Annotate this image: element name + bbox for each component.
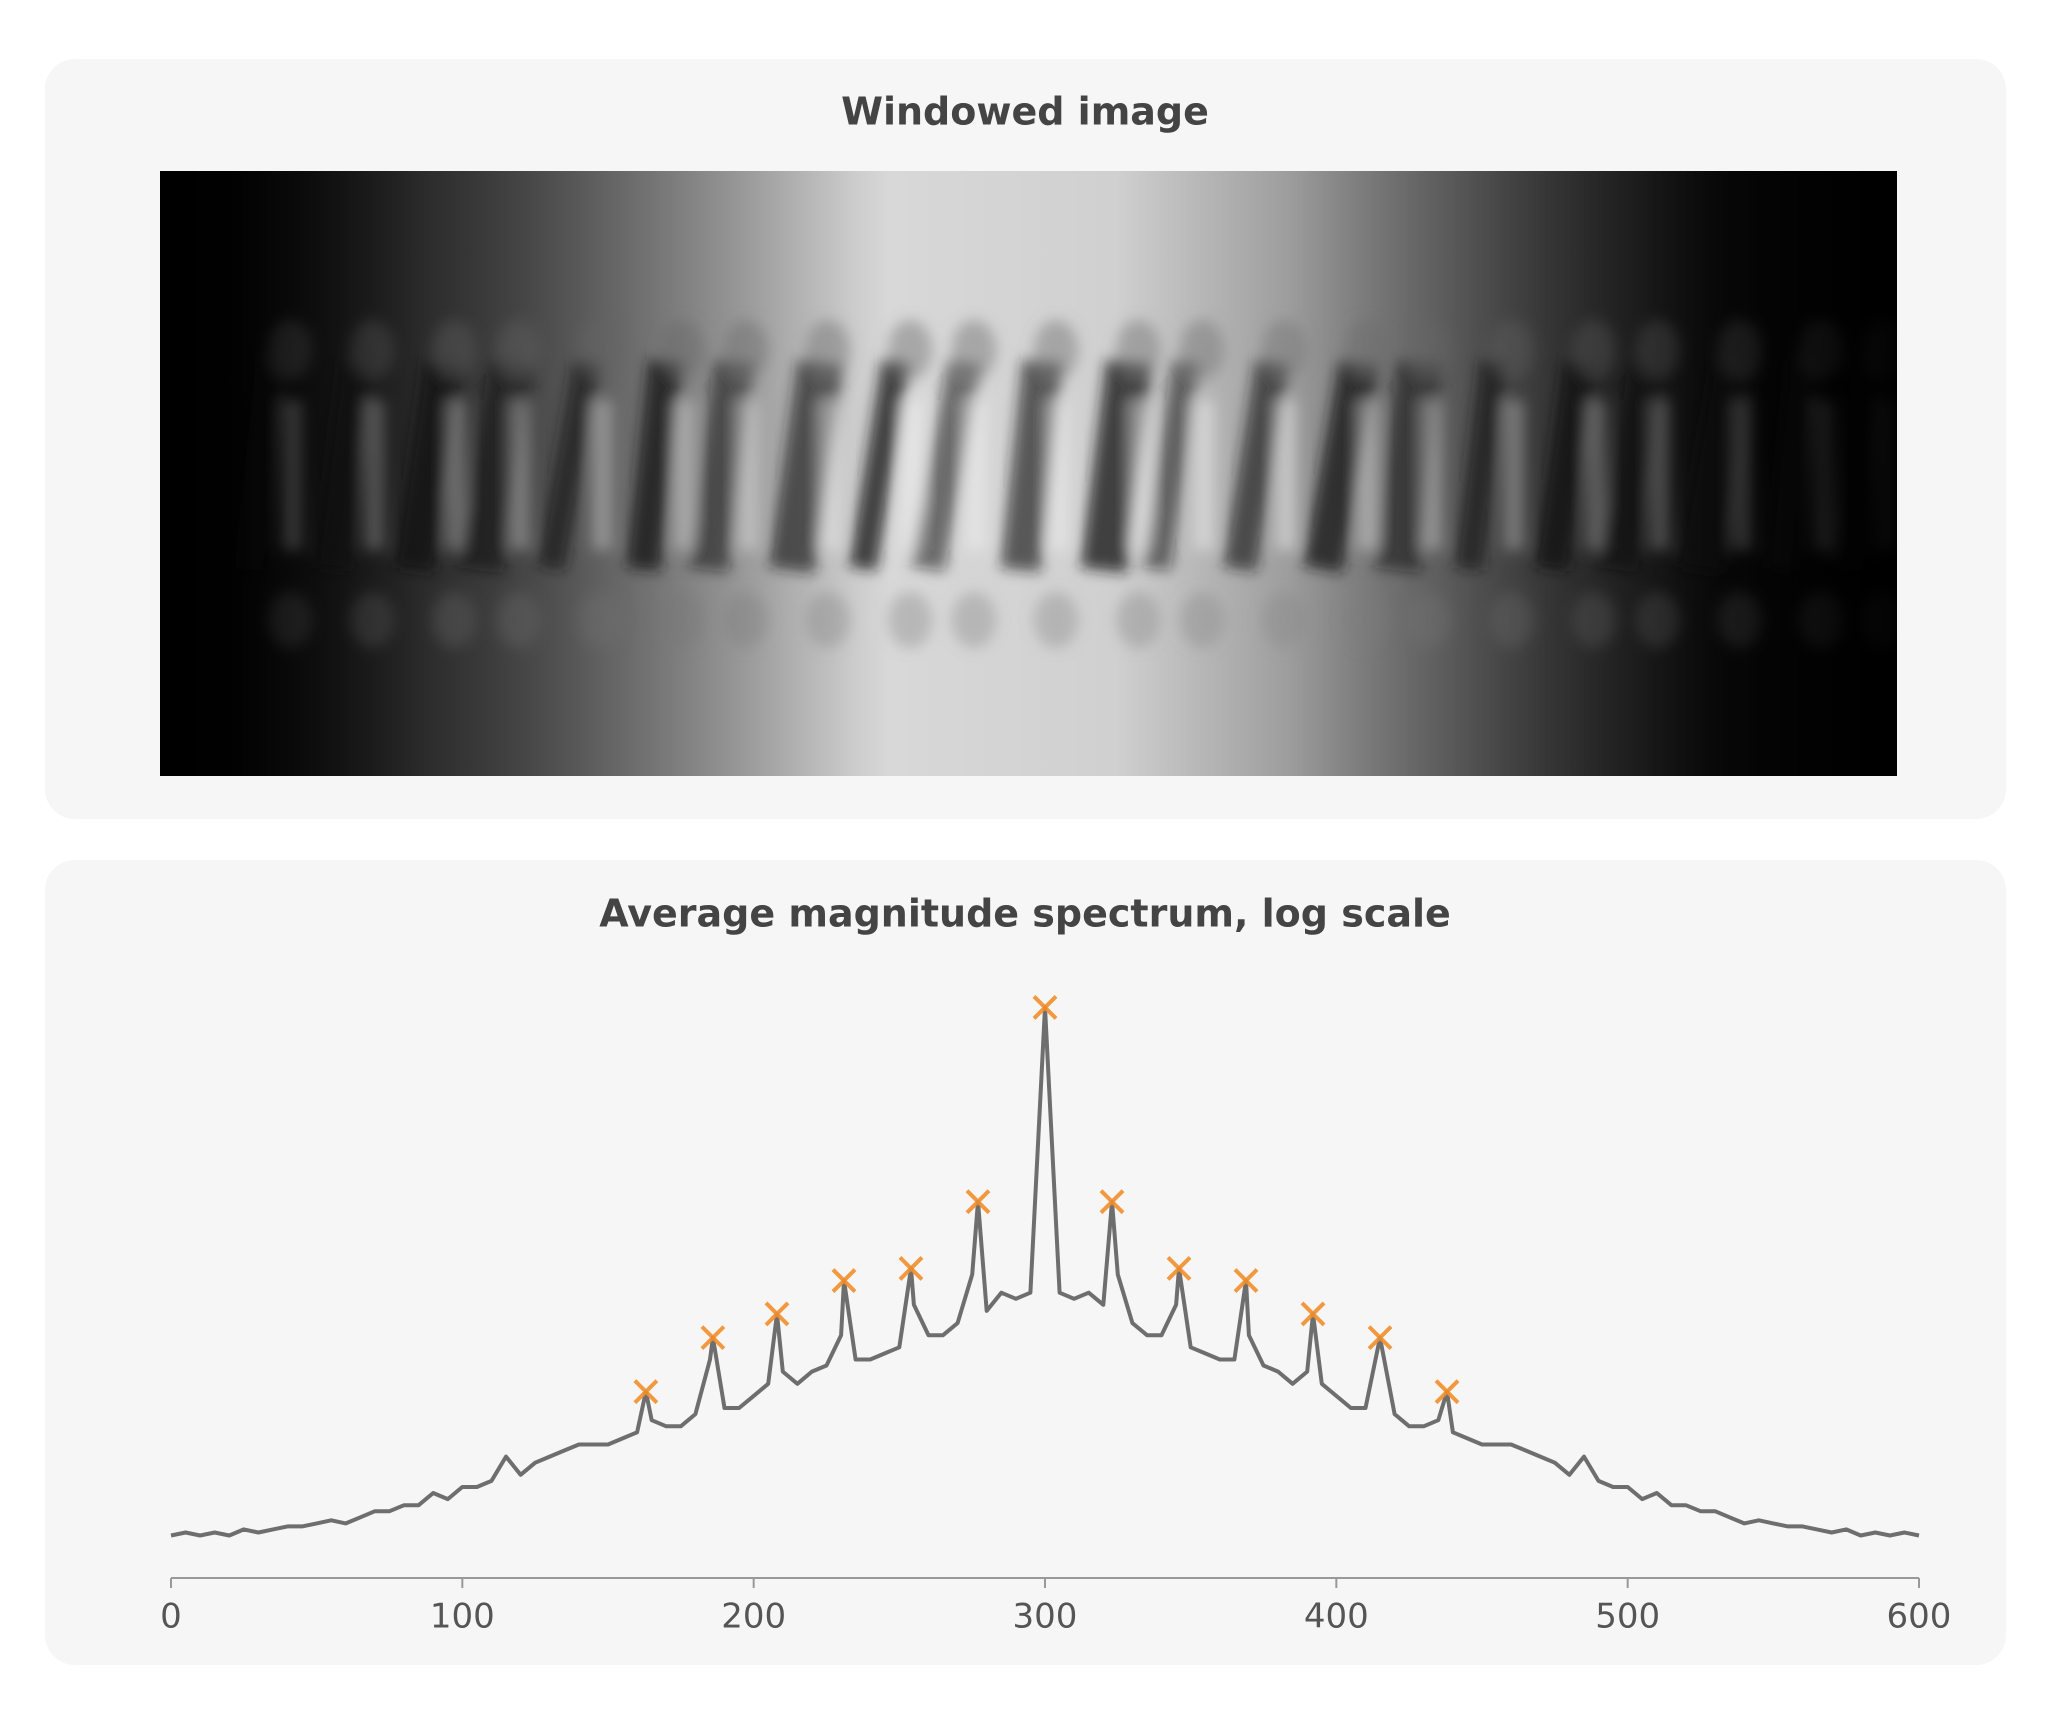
peak-marker bbox=[700, 1325, 726, 1351]
peak-marker bbox=[633, 1379, 659, 1405]
peak-marker bbox=[1032, 995, 1058, 1020]
peak-marker bbox=[1367, 1325, 1393, 1351]
peak-marker bbox=[898, 1256, 924, 1281]
image-title: Windowed image bbox=[841, 90, 1209, 134]
peak-marker bbox=[831, 1268, 857, 1293]
chart-panel bbox=[45, 860, 2006, 1665]
spectrum-line bbox=[170, 1005, 1920, 1538]
x-tick-label: 500 bbox=[1595, 1597, 1660, 1637]
peak-marker bbox=[1434, 1379, 1460, 1405]
chart-title: Average magnitude spectrum, log scale bbox=[599, 892, 1451, 936]
x-tick-label: 100 bbox=[430, 1597, 495, 1637]
image-vignette bbox=[160, 171, 1897, 776]
x-tick-label: 0 bbox=[160, 1597, 182, 1637]
windowed-image bbox=[160, 171, 1897, 776]
peak-marker bbox=[1300, 1301, 1326, 1327]
peak-marker bbox=[1233, 1268, 1259, 1293]
peak-marker bbox=[965, 1189, 991, 1215]
peak-marker bbox=[1099, 1189, 1125, 1215]
x-tick-label: 600 bbox=[1887, 1597, 1952, 1637]
peak-marker bbox=[764, 1301, 790, 1327]
peak-marker bbox=[1166, 1256, 1192, 1281]
x-tick-label: 200 bbox=[721, 1597, 786, 1637]
x-tick-label: 300 bbox=[1013, 1597, 1078, 1637]
x-tick-label: 400 bbox=[1304, 1597, 1369, 1637]
